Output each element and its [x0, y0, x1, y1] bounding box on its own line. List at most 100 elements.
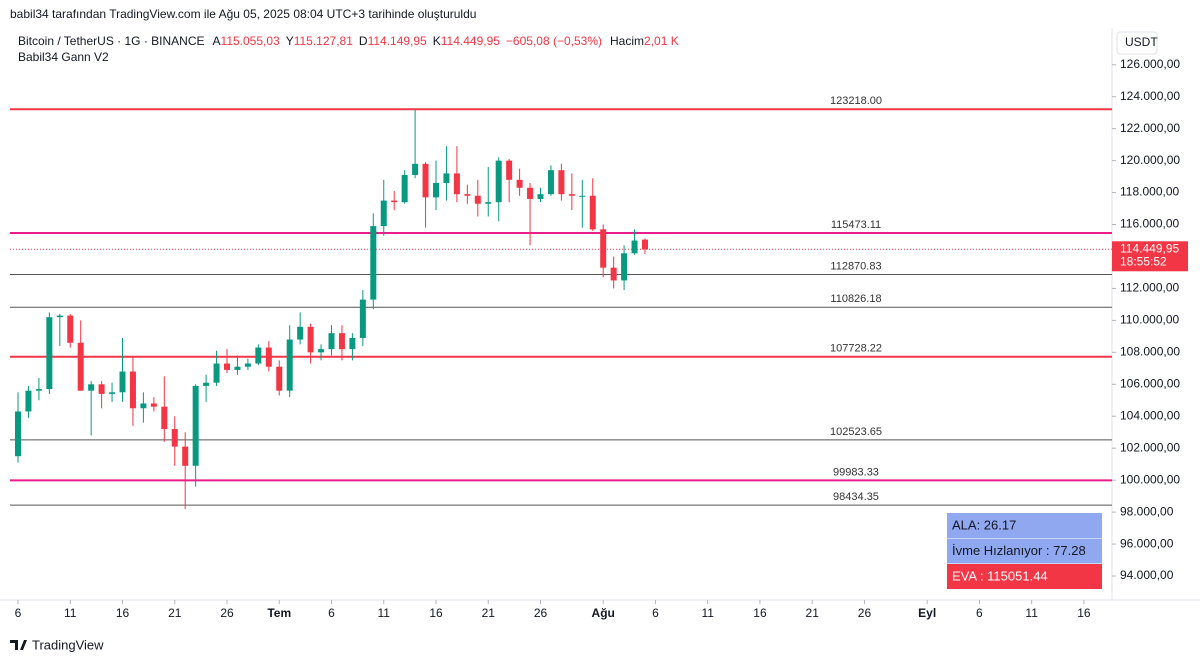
currency: USDT — [1125, 35, 1158, 49]
y-tick-label: 120.000,00 — [1120, 153, 1180, 167]
candle-body — [495, 160, 502, 203]
y-tick-label: 96.000,00 — [1120, 536, 1174, 550]
legend: Bitcoin / TetherUS · 1G · BINANCE A115.05… — [18, 34, 679, 48]
candle-body — [547, 170, 554, 195]
candle-body — [25, 390, 32, 412]
candle-body — [15, 411, 21, 457]
candle-body — [474, 195, 481, 204]
ohlc-key: Y — [286, 34, 294, 48]
candle-body — [631, 240, 638, 254]
ohlc-value: 115.127,81 — [294, 34, 353, 48]
y-tick-label: 118.000,00 — [1120, 185, 1179, 199]
candle-body — [558, 170, 565, 195]
snapshot-caption: babil34 tarafından TradingView.com ile A… — [10, 7, 476, 21]
y-tick-label: 126.000,00 — [1120, 57, 1180, 71]
x-tick-label: 21 — [806, 606, 820, 620]
x-tick-label: 11 — [1025, 606, 1038, 620]
candle-body — [485, 202, 492, 204]
ohlc-value: 114.449,95 — [441, 34, 500, 48]
candle-body — [234, 366, 241, 370]
x-tick-label: 26 — [220, 606, 234, 620]
volume-key: Hacim — [610, 34, 644, 48]
x-tick-label: 6 — [15, 606, 22, 620]
candle-body — [192, 385, 199, 466]
x-tick-label: 6 — [652, 606, 659, 620]
candle-body — [433, 182, 439, 198]
level-label: 107728.22 — [830, 343, 882, 355]
candle-body — [621, 253, 628, 281]
candle-body — [338, 333, 345, 350]
candle-body — [506, 160, 513, 180]
candle-body — [88, 384, 95, 391]
brand: TradingView — [10, 637, 104, 652]
ohlc-value: 114.149,95 — [368, 34, 427, 48]
countdown: 18:55:52 — [1120, 254, 1167, 268]
y-tick-label: 108.000,00 — [1120, 345, 1180, 359]
ohlc-key: K — [433, 34, 441, 48]
info-box — [947, 564, 1102, 589]
info-box — [947, 513, 1102, 538]
candle-body — [46, 317, 53, 390]
candle-body — [297, 326, 304, 340]
y-tick-label: 116.000,00 — [1120, 217, 1179, 231]
x-tick-label: 26 — [858, 606, 872, 620]
candle-body — [56, 315, 63, 318]
x-tick-label: 16 — [753, 606, 767, 620]
candle-body — [579, 195, 586, 197]
brand-name: TradingView — [32, 637, 104, 652]
x-tick-label: 11 — [378, 606, 391, 620]
candle-body — [244, 363, 251, 367]
currency-box[interactable] — [1116, 31, 1158, 55]
candle-body — [600, 229, 607, 268]
candle-body — [119, 371, 126, 393]
level-label: 99983.33 — [833, 466, 879, 478]
candle-body — [516, 179, 523, 188]
candle-body — [109, 392, 116, 394]
candle-body — [642, 239, 648, 250]
candle-body — [453, 173, 460, 195]
candle-body — [568, 194, 575, 196]
info-text: EVA : 115051.44 — [952, 568, 1048, 583]
x-tick-label: Tem — [267, 606, 291, 620]
x-tick-label: 21 — [168, 606, 182, 620]
y-tick-label: 98.000,00 — [1120, 504, 1174, 518]
x-tick-label: 11 — [64, 606, 77, 620]
candle-body — [391, 200, 398, 203]
candle-body — [318, 349, 325, 353]
candle-body — [359, 299, 366, 338]
x-tick-label: 11 — [701, 606, 714, 620]
last-price-label: 114.449,95 — [1120, 241, 1179, 255]
candle-body — [412, 163, 419, 175]
x-tick-label: 6 — [328, 606, 335, 620]
candle-body — [349, 337, 356, 350]
x-tick-label: 6 — [976, 606, 983, 620]
y-tick-label: 110.000,00 — [1120, 313, 1179, 327]
y-tick-label: 100.000,00 — [1120, 472, 1180, 486]
candle-body — [171, 429, 178, 447]
candle-body — [443, 173, 450, 183]
candle-body — [161, 406, 168, 430]
level-label: 123218.00 — [830, 95, 882, 107]
candle-body — [401, 174, 408, 203]
info-box — [947, 538, 1102, 564]
indicator-name: Babil34 Gann V2 — [18, 50, 109, 64]
candle-body — [527, 187, 534, 199]
x-tick-label: Ağu — [592, 606, 615, 620]
info-text: ALA: 26.17 — [952, 517, 1016, 532]
candle-body — [35, 389, 42, 391]
level-label: 115473.11 — [831, 219, 881, 231]
x-tick-label: 16 — [116, 606, 130, 620]
y-tick-label: 106.000,00 — [1120, 376, 1180, 390]
candle-body — [464, 194, 471, 196]
candle-body — [307, 326, 314, 353]
change: −605,08 (−0,53%) — [506, 34, 602, 48]
y-tick-label: 122.000,00 — [1120, 121, 1180, 135]
y-tick-label: 94.000,00 — [1120, 568, 1174, 582]
y-tick-label: 112.000,00 — [1120, 281, 1179, 295]
last-price-box — [1112, 241, 1188, 272]
ohlc-value: 115.055,03 — [221, 34, 280, 48]
volume-value: 2,01 K — [644, 34, 679, 48]
candles — [15, 109, 648, 509]
candle-body — [203, 382, 210, 386]
